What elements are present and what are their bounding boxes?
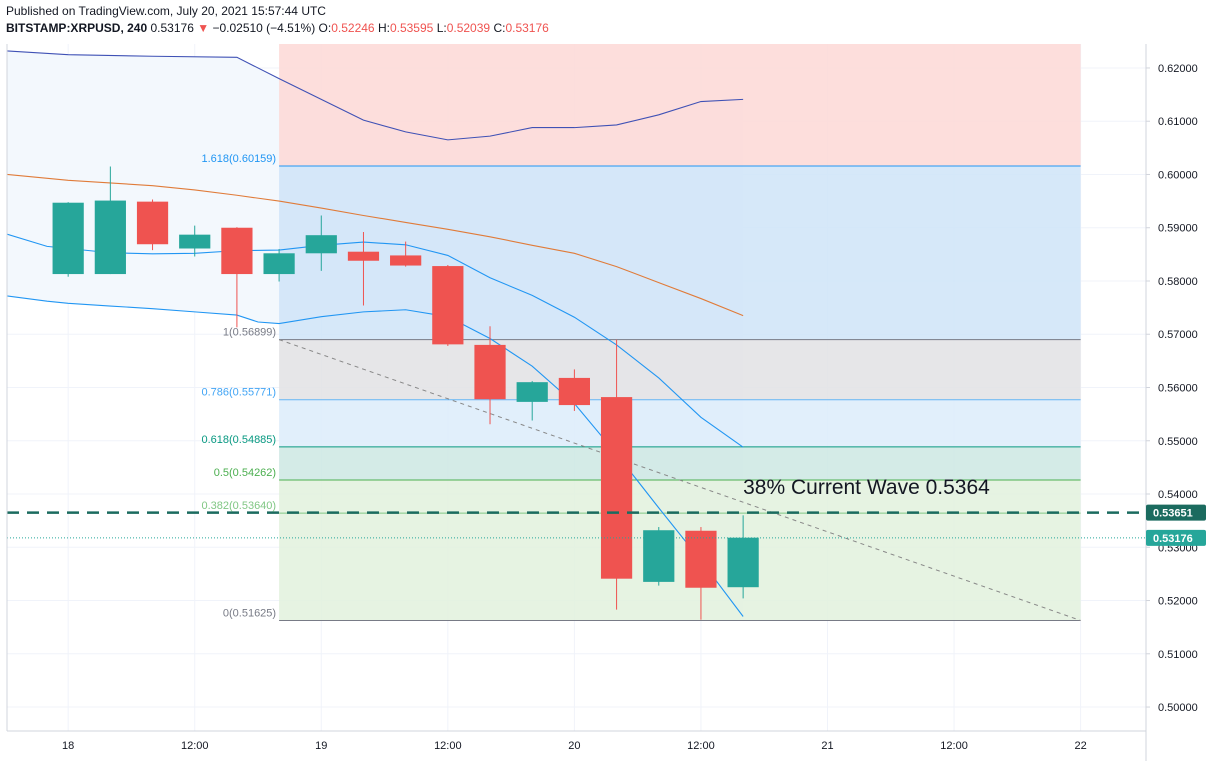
price-change: −0.02510 (−4.51%) xyxy=(212,21,316,35)
last-price: 0.53176 xyxy=(150,21,194,35)
x-tick-label: 21 xyxy=(821,740,833,752)
high-value: 0.53595 xyxy=(389,21,434,35)
y-tick-label: 0.56000 xyxy=(1158,383,1198,395)
indicator-line xyxy=(7,233,744,448)
published-note: Published on TradingView.com, July 20, 2… xyxy=(6,4,326,18)
wave-level-tag-bg xyxy=(1146,504,1206,521)
candle-body xyxy=(221,227,253,275)
fib-trend-line xyxy=(278,339,1081,621)
x-tick-label: 12:00 xyxy=(687,740,715,752)
x-tick-label: 18 xyxy=(62,740,74,752)
y-tick-label: 0.55000 xyxy=(1158,436,1198,448)
y-tick-label: 0.57000 xyxy=(1158,329,1198,341)
open-label: O: xyxy=(318,21,332,35)
y-tick-label: 0.60000 xyxy=(1158,169,1198,181)
candle-body xyxy=(179,234,211,249)
candle-body xyxy=(52,202,84,275)
candle-body xyxy=(474,344,506,400)
indicator-line xyxy=(7,50,744,141)
wave-level-tag-label: 0.53651 xyxy=(1153,508,1193,520)
fib-zone xyxy=(279,446,1081,481)
wave-annotation: 38% Current Wave 0.5364 xyxy=(743,476,990,499)
y-tick-label: 0.51000 xyxy=(1158,649,1198,661)
fib-level-label: 0.786(0.55771) xyxy=(201,387,276,399)
low-label: L: xyxy=(436,21,447,35)
candle-body xyxy=(600,397,633,579)
candle-body xyxy=(263,253,295,275)
y-tick-label: 0.59000 xyxy=(1158,223,1198,235)
candle-body xyxy=(94,200,126,275)
candle-body xyxy=(390,255,422,266)
fib-level-label: 0.5(0.54262) xyxy=(214,467,276,479)
low-value: 0.52039 xyxy=(446,21,491,35)
candle-body xyxy=(516,382,548,402)
last-price-tag-bg xyxy=(1146,529,1206,546)
symbol-name: BITSTAMP:XRPUSD, 240 xyxy=(6,21,148,35)
down-arrow-icon: ▼ xyxy=(197,21,210,35)
candle-body xyxy=(432,266,464,345)
x-tick-label: 22 xyxy=(1074,740,1086,752)
close-value: 0.53176 xyxy=(505,21,549,35)
fib-zone xyxy=(279,513,1081,621)
candle-body xyxy=(643,530,675,582)
indicator-line xyxy=(7,173,744,317)
fib-zone xyxy=(279,480,1081,514)
fib-zone xyxy=(279,339,1081,400)
y-tick-label: 0.58000 xyxy=(1158,276,1198,288)
y-tick-label: 0.62000 xyxy=(1158,63,1198,75)
fib-level-label: 0.382(0.53640) xyxy=(201,500,276,512)
close-label: C: xyxy=(493,21,506,35)
candle-body xyxy=(727,537,759,588)
fib-zone xyxy=(279,166,1081,340)
symbol-legend: BITSTAMP:XRPUSD, 240 0.53176 ▼ −0.02510 … xyxy=(6,21,549,35)
fib-level-label: 0.618(0.54885) xyxy=(201,434,276,446)
y-tick-label: 0.50000 xyxy=(1158,702,1198,714)
x-tick-label: 12:00 xyxy=(434,740,462,752)
fib-level-label: 0(0.51625) xyxy=(223,607,276,619)
y-tick-label: 0.54000 xyxy=(1158,489,1198,501)
fib-level-label: 1(0.56899) xyxy=(223,327,276,339)
fib-level-label: 1.618(0.60159) xyxy=(201,153,276,165)
y-tick-label: 0.52000 xyxy=(1158,596,1198,608)
x-tick-label: 20 xyxy=(568,740,580,752)
x-tick-label: 19 xyxy=(315,740,327,752)
candle-body xyxy=(347,251,380,261)
fib-zone-top xyxy=(279,44,1081,167)
last-price-tag-label: 0.53176 xyxy=(1153,533,1193,545)
candle-body xyxy=(558,377,590,406)
fib-zone xyxy=(279,399,1081,447)
x-tick-label: 12:00 xyxy=(940,740,968,752)
candle-body xyxy=(305,235,337,254)
plot-area xyxy=(7,44,1146,731)
candle-body xyxy=(685,530,717,588)
y-tick-label: 0.61000 xyxy=(1158,116,1198,128)
open-value: 0.52246 xyxy=(331,21,375,35)
high-label: H: xyxy=(377,21,390,35)
x-tick-label: 12:00 xyxy=(181,740,209,752)
candle-body xyxy=(136,201,169,245)
